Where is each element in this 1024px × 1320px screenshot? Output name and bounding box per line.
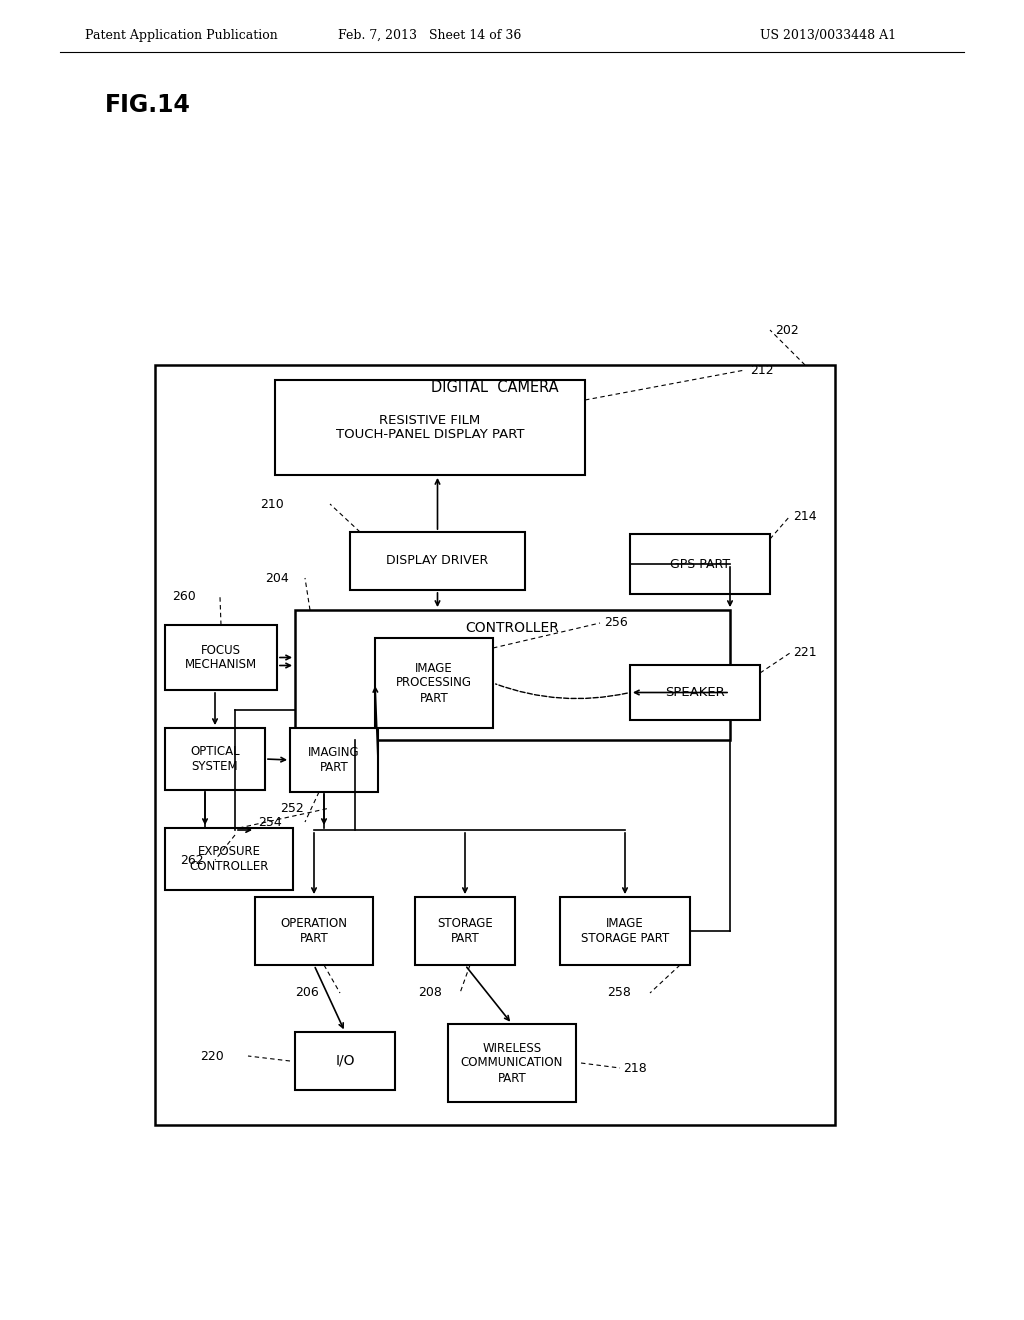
Text: EXPOSURE
CONTROLLER: EXPOSURE CONTROLLER <box>189 845 268 873</box>
Text: 214: 214 <box>793 510 816 523</box>
Text: 208: 208 <box>418 986 442 999</box>
Bar <box>630 665 760 719</box>
Bar <box>255 898 373 965</box>
Text: 210: 210 <box>260 498 284 511</box>
Text: Patent Application Publication: Patent Application Publication <box>85 29 278 41</box>
Text: I/O: I/O <box>335 1053 354 1068</box>
Bar <box>295 610 730 741</box>
Bar <box>415 898 515 965</box>
Text: RESISTIVE FILM
TOUCH-PANEL DISPLAY PART: RESISTIVE FILM TOUCH-PANEL DISPLAY PART <box>336 413 524 441</box>
Bar <box>165 729 265 789</box>
Bar <box>630 535 770 594</box>
Text: 206: 206 <box>295 986 318 999</box>
Text: FIG.14: FIG.14 <box>105 92 190 117</box>
Text: 212: 212 <box>750 363 773 376</box>
Text: 218: 218 <box>623 1061 647 1074</box>
Text: DISPLAY DRIVER: DISPLAY DRIVER <box>386 554 488 568</box>
Text: IMAGE
STORAGE PART: IMAGE STORAGE PART <box>581 917 669 945</box>
Text: 254: 254 <box>258 816 282 829</box>
Text: 258: 258 <box>607 986 631 999</box>
Bar <box>155 366 835 1125</box>
Bar <box>295 1032 395 1090</box>
Text: OPTICAL
SYSTEM: OPTICAL SYSTEM <box>190 744 240 774</box>
Bar <box>165 828 293 890</box>
Text: 252: 252 <box>280 801 304 814</box>
Text: 221: 221 <box>793 647 816 660</box>
Bar <box>275 380 585 475</box>
Text: US 2013/0033448 A1: US 2013/0033448 A1 <box>760 29 896 41</box>
Text: WIRELESS
COMMUNICATION
PART: WIRELESS COMMUNICATION PART <box>461 1041 563 1085</box>
Text: 256: 256 <box>604 616 628 630</box>
Text: SPEAKER: SPEAKER <box>666 686 725 700</box>
Text: 202: 202 <box>775 323 799 337</box>
Bar <box>350 532 525 590</box>
Text: DIGITAL  CAMERA: DIGITAL CAMERA <box>431 380 559 395</box>
Text: 204: 204 <box>265 572 289 585</box>
Text: IMAGE
PROCESSING
PART: IMAGE PROCESSING PART <box>396 661 472 705</box>
Bar <box>290 729 378 792</box>
Text: 262: 262 <box>180 854 204 866</box>
Text: FOCUS
MECHANISM: FOCUS MECHANISM <box>185 644 257 672</box>
Text: 220: 220 <box>200 1049 224 1063</box>
Bar <box>449 1024 575 1102</box>
Text: OPERATION
PART: OPERATION PART <box>281 917 347 945</box>
Text: STORAGE
PART: STORAGE PART <box>437 917 493 945</box>
Bar <box>165 624 278 690</box>
Text: 260: 260 <box>172 590 196 603</box>
Bar <box>560 898 690 965</box>
Text: GPS PART: GPS PART <box>670 557 730 570</box>
Text: IMAGING
PART: IMAGING PART <box>308 746 359 774</box>
Bar <box>375 638 493 729</box>
Text: Feb. 7, 2013   Sheet 14 of 36: Feb. 7, 2013 Sheet 14 of 36 <box>338 29 521 41</box>
Text: CONTROLLER: CONTROLLER <box>466 620 559 635</box>
